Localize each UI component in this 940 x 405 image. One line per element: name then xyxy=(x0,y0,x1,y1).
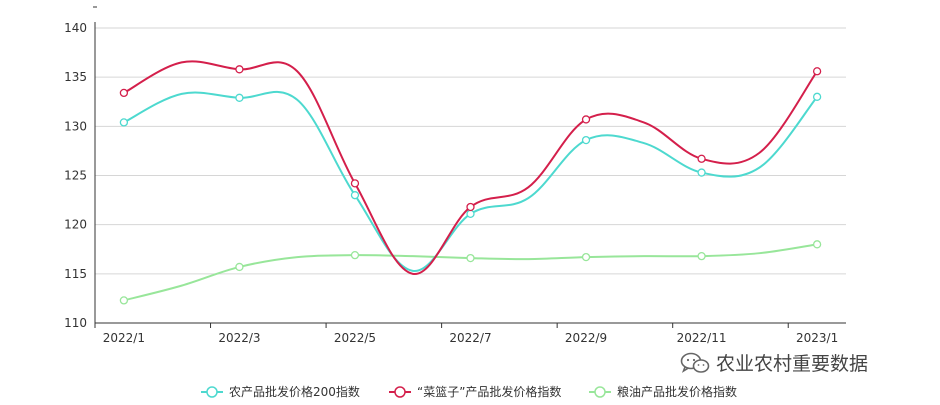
data-point-0-8 xyxy=(581,135,591,145)
y-tick-label-140: 140 xyxy=(64,21,87,35)
data-point-1-2 xyxy=(235,65,244,74)
data-point-1-8 xyxy=(581,115,591,124)
series-line-2 xyxy=(123,243,818,302)
legend[interactable]: 农产品批发价格200指数 “菜篮子”产品批发价格指数 粮油产品批发价格指数 xyxy=(201,384,737,399)
x-tick-label-2022-9: 2022/9 xyxy=(565,331,607,345)
data-point-2-8 xyxy=(581,252,591,262)
data-point-0-2 xyxy=(235,93,244,102)
legend-swatch-marker-2 xyxy=(594,386,606,398)
x-tick-label-2022-11: 2022/11 xyxy=(677,331,727,345)
x-tick-label-2022-1: 2022/1 xyxy=(103,331,145,345)
series-line-0 xyxy=(123,90,818,272)
data-point-1-10 xyxy=(697,154,706,163)
data-point-0-4 xyxy=(350,191,360,200)
data-point-2-0 xyxy=(119,296,129,305)
series-lines xyxy=(119,60,822,305)
x-tick-label-2022-5: 2022/5 xyxy=(334,331,376,345)
data-point-2-10 xyxy=(697,251,706,261)
x-tick-label-2022-3: 2022/3 xyxy=(218,331,260,345)
x-tick-label-2023-1: 2023/1 xyxy=(796,331,838,345)
data-point-2-2 xyxy=(235,262,244,272)
y-tick-label-125: 125 xyxy=(64,169,87,183)
data-point-0-12 xyxy=(812,92,822,101)
y-tick-label-130: 130 xyxy=(64,119,87,133)
series-1 xyxy=(119,60,822,275)
data-point-2-4 xyxy=(350,250,360,260)
data-point-1-4 xyxy=(350,179,360,188)
y-tick-label-120: 120 xyxy=(64,218,87,232)
legend-label-1: “菜篮子”产品批发价格指数 xyxy=(417,384,561,399)
series-2 xyxy=(119,240,822,305)
legend-swatch-marker-0 xyxy=(206,386,218,398)
legend-item-1[interactable]: “菜篮子”产品批发价格指数 xyxy=(389,384,561,399)
data-point-0-0 xyxy=(119,118,129,127)
data-point-1-12 xyxy=(812,67,822,76)
legend-item-0[interactable]: 农产品批发价格200指数 xyxy=(201,384,360,399)
series-0 xyxy=(119,90,822,272)
legend-item-2[interactable]: 粮油产品批发价格指数 xyxy=(589,384,737,399)
series-line-1 xyxy=(123,60,818,275)
y-tick-label-110: 110 xyxy=(64,316,87,330)
watermark: 农业农村重要数据 xyxy=(680,349,868,376)
legend-label-0: 农产品批发价格200指数 xyxy=(229,384,360,399)
data-point-1-6 xyxy=(466,202,475,212)
grid-lines xyxy=(95,27,846,275)
data-point-0-10 xyxy=(697,168,706,177)
y-tick-label-135: 135 xyxy=(64,70,87,84)
x-tick-label-2022-7: 2022/7 xyxy=(449,331,491,345)
legend-label-2: 粮油产品批发价格指数 xyxy=(617,384,737,399)
data-point-1-0 xyxy=(119,88,129,98)
watermark-text: 农业农村重要数据 xyxy=(716,353,869,375)
data-point-0-6 xyxy=(466,209,475,219)
y-tick-label-115: 115 xyxy=(64,267,87,281)
wechat-icon xyxy=(680,352,710,373)
axes: 110 115 120 125 130 135 140 2022/1 2022/3 2022/5 2… xyxy=(64,6,846,345)
data-point-2-6 xyxy=(466,253,475,263)
data-point-2-12 xyxy=(812,240,822,249)
legend-swatch-marker-1 xyxy=(394,386,406,398)
